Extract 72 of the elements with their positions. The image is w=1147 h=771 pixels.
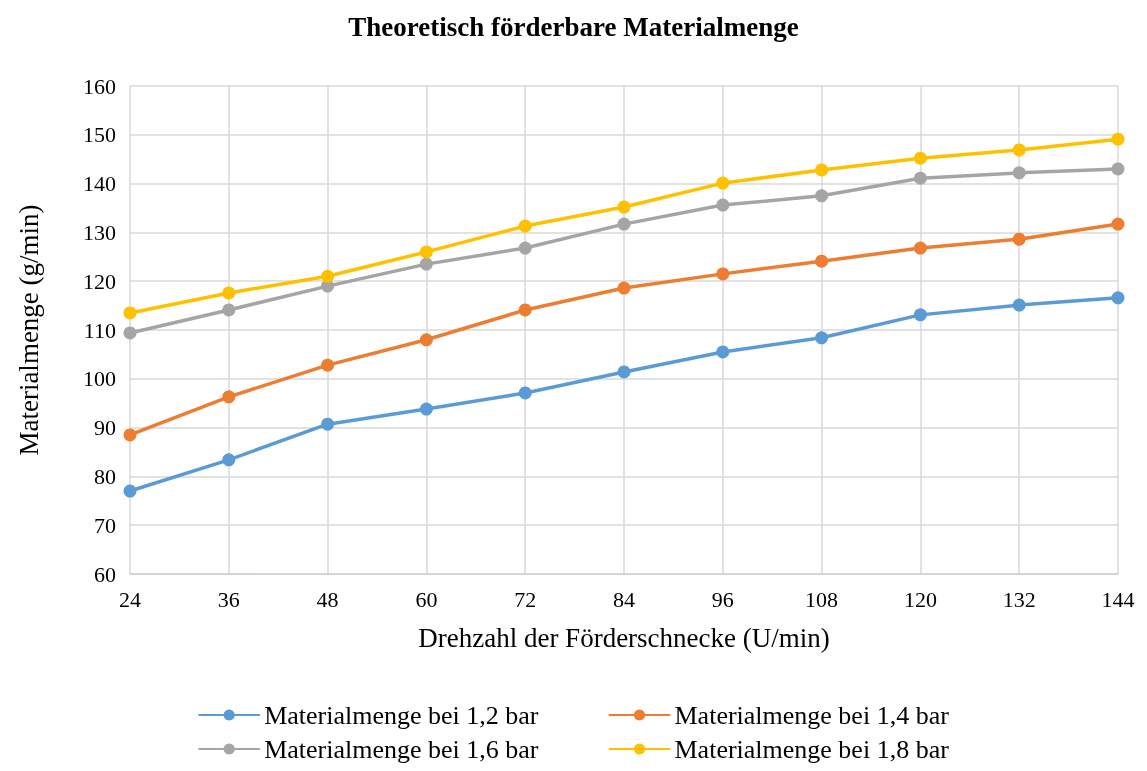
chart-title: Theoretisch förderbare Materialmenge: [348, 11, 799, 42]
y-tick-label: 110: [83, 317, 116, 343]
point: [1012, 298, 1026, 312]
y-tick-label: 140: [83, 171, 116, 197]
x-tick-label: 96: [711, 586, 734, 612]
x-tick-label: 36: [217, 586, 240, 612]
x-tick-label: 60: [415, 586, 438, 612]
y-tick-label: 70: [94, 512, 116, 538]
point: [123, 428, 137, 442]
y-tick-label: 130: [83, 219, 116, 245]
point: [518, 386, 532, 400]
point: [815, 331, 829, 345]
point: [617, 200, 631, 214]
point: [1012, 166, 1026, 180]
point: [815, 189, 829, 203]
y-tick-label: 120: [83, 268, 116, 294]
legend-label: Materialmenge bei 1,2 bar: [264, 700, 539, 730]
point: [222, 286, 236, 300]
point: [617, 365, 631, 379]
point: [419, 333, 433, 347]
point: [518, 241, 532, 255]
x-tick-label: 84: [613, 586, 635, 612]
y-tick-label: 60: [94, 561, 116, 587]
point: [1111, 217, 1125, 231]
point: [913, 308, 927, 322]
point: [716, 176, 730, 190]
y-tick-label: 150: [83, 122, 116, 148]
x-tick-label: 132: [1002, 586, 1036, 612]
point: [321, 269, 335, 283]
point: [222, 453, 236, 467]
point: [123, 326, 137, 340]
point: [1111, 162, 1125, 176]
x-tick-label: 72: [514, 586, 537, 612]
x-tick-label: 48: [316, 586, 339, 612]
point: [815, 254, 829, 268]
point: [123, 306, 137, 320]
point: [321, 417, 335, 431]
point: [222, 303, 236, 317]
point: [1012, 143, 1026, 157]
x-tick-label: 144: [1101, 586, 1135, 612]
point: [913, 171, 927, 185]
legend-label: Materialmenge bei 1,6 bar: [264, 734, 539, 764]
point: [222, 390, 236, 404]
point: [617, 281, 631, 295]
y-tick-label: 80: [94, 463, 116, 489]
point: [123, 484, 137, 498]
legend-label: Materialmenge bei 1,8 bar: [674, 734, 950, 764]
x-tick-label: 108: [805, 586, 839, 612]
y-tick-label: 160: [83, 73, 116, 99]
point: [913, 151, 927, 165]
point: [716, 267, 730, 281]
point: [321, 358, 335, 372]
y-axis-title: Materialmenge (g/min): [13, 204, 44, 456]
point: [1012, 232, 1026, 246]
x-axis-title: Drehzahl der Förderschnecke (U/min): [418, 622, 830, 653]
point: [716, 345, 730, 359]
point: [419, 402, 433, 416]
point: [913, 241, 927, 255]
y-tick-label: 100: [83, 366, 116, 392]
point: [1111, 132, 1125, 146]
x-tick-label: 120: [903, 586, 937, 612]
point: [518, 303, 532, 317]
point: [419, 245, 433, 259]
point: [419, 257, 433, 271]
point: [815, 163, 829, 177]
point: [617, 217, 631, 231]
point: [1111, 291, 1125, 305]
legend-label: Materialmenge bei 1,4 bar: [674, 700, 950, 730]
point: [716, 198, 730, 212]
y-tick-label: 90: [94, 415, 116, 441]
x-tick-label: 24: [119, 586, 141, 612]
point: [518, 219, 532, 233]
